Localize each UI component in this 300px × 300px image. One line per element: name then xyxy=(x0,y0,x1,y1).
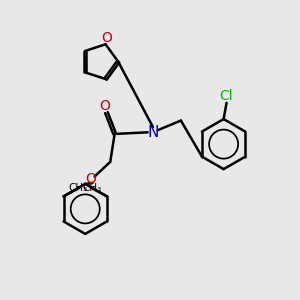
Text: O: O xyxy=(86,172,97,186)
Text: O: O xyxy=(102,31,112,45)
Text: O: O xyxy=(100,99,110,113)
Text: CH₃: CH₃ xyxy=(68,182,88,193)
Text: CH₃: CH₃ xyxy=(83,182,102,193)
Text: Cl: Cl xyxy=(220,89,233,103)
Text: N: N xyxy=(147,125,159,140)
